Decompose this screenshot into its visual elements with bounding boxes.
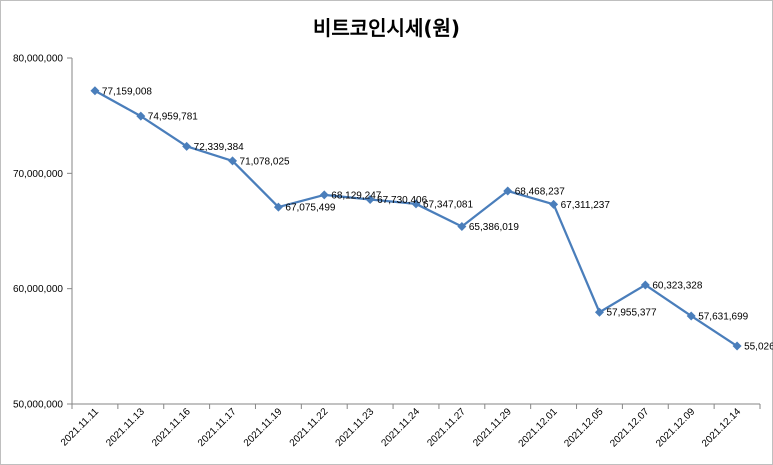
x-tick-label: 2021.12.09 [654,406,697,449]
data-label: 68,468,237 [515,186,565,197]
data-label: 77,159,008 [102,86,152,97]
data-label: 72,339,384 [194,142,244,153]
data-label: 71,078,025 [240,156,290,167]
data-label: 67,311,237 [561,200,611,211]
data-label: 57,955,377 [606,308,656,319]
x-tick-label: 2021.11.27 [425,406,468,449]
data-point-marker [90,86,100,96]
data-point-marker [549,199,559,209]
x-tick-label: 2021.11.16 [150,406,193,449]
data-point-marker [686,311,696,321]
x-tick-label: 2021.11.19 [242,406,285,449]
x-tick-labels: 2021.11.11 2021.11.13 2021.11.16 2021.11.17… [59,406,744,449]
data-label: 67,347,081 [423,199,473,210]
axes [67,57,761,409]
x-tick-label: 2021.11.24 [379,406,422,449]
data-label: 65,386,019 [469,222,519,233]
x-tick-label: 2021.11.22 [288,406,331,449]
series-markers [90,86,742,351]
data-label: 57,631,699 [698,311,748,322]
x-tick-label: 2021.11.23 [334,406,377,449]
x-tick-label: 2021.11.11 [59,406,101,448]
x-tick-label: 2021.11.29 [471,406,514,449]
y-tick-labels: 50,000,000 60,000,000 70,000,000 80,000,000 [13,54,63,411]
data-label: 60,323,328 [652,280,702,291]
data-label: 67,075,499 [285,203,335,214]
data-point-marker [457,222,467,232]
data-point-marker [365,195,375,205]
data-point-marker [182,141,192,151]
data-point-marker [136,111,146,121]
data-point-marker [319,190,329,200]
data-point-marker [594,307,604,317]
data-point-marker [273,202,283,212]
y-tick-label: 50,000,000 [13,400,63,411]
x-tick-label: 2021.11.17 [196,406,239,449]
data-label: 55,026,974 [744,342,773,353]
data-label: 67,730,406 [377,195,427,206]
x-tick-label: 2021.12.01 [517,406,560,449]
data-point-marker [503,186,513,196]
data-label: 74,959,781 [148,112,198,123]
data-point-marker [411,199,421,209]
x-tick-label: 2021.12.07 [608,406,651,449]
chart-title: 비트코인시세(원) [312,16,461,40]
y-tick-label: 80,000,000 [13,54,63,65]
data-label: 68,129,247 [331,190,381,201]
data-point-marker [640,280,650,290]
x-tick-label: 2021.11.13 [104,406,147,449]
data-point-marker [228,156,238,166]
data-labels: 77,159,008 74,959,781 72,339,384 71,078,025… [102,86,773,352]
x-tick-label: 2021.12.05 [562,406,605,449]
data-point-marker [732,341,742,351]
y-tick-label: 60,000,000 [13,284,63,295]
x-tick-label: 2021.12.14 [700,406,743,449]
y-tick-label: 70,000,000 [13,169,63,180]
